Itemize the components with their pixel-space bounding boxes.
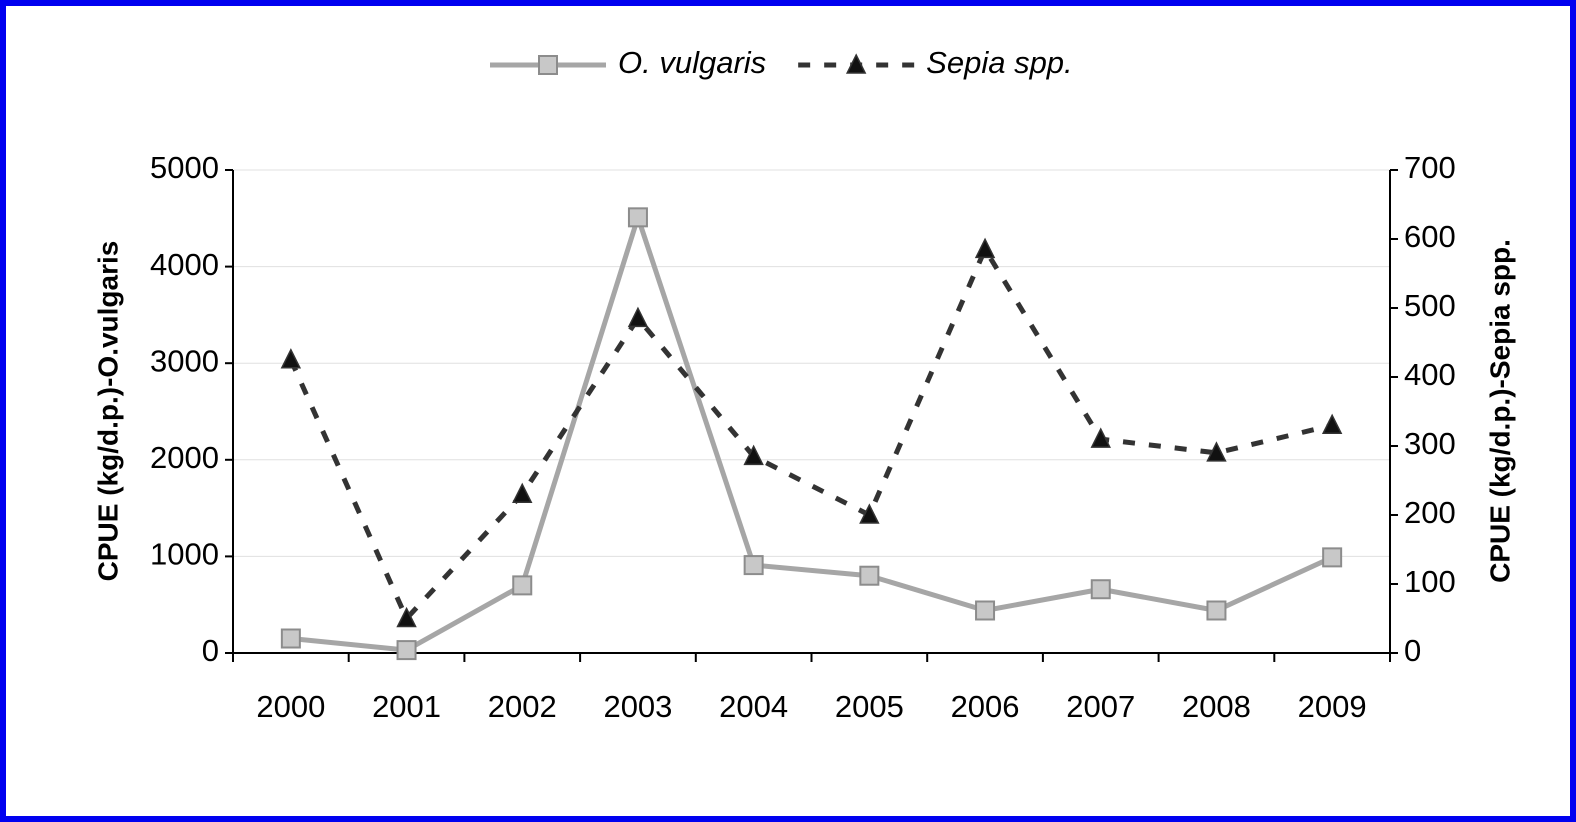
y-tick-label: 1000 — [150, 537, 219, 572]
y2-tick-label: 300 — [1404, 426, 1456, 461]
data-point — [1206, 600, 1227, 621]
data-point — [1206, 441, 1227, 462]
series-line — [290, 214, 1334, 653]
y2-tick-label: 700 — [1404, 150, 1456, 185]
data-point — [743, 444, 764, 466]
y2-tick-label: 0 — [1404, 633, 1421, 668]
data-point — [627, 306, 649, 328]
data-point — [1322, 547, 1343, 568]
legend-label: O. vulgaris — [618, 45, 766, 80]
data-point — [975, 600, 996, 621]
x-tick-label: 2007 — [1066, 689, 1135, 724]
y2-tick-label: 600 — [1404, 219, 1456, 254]
data-point — [627, 207, 648, 228]
x-tick-label: 2003 — [603, 689, 672, 724]
y2-tick-label: 200 — [1404, 495, 1456, 530]
legend-label: Sepia spp. — [926, 45, 1073, 80]
x-tick-label: 2008 — [1182, 689, 1251, 724]
y2-tick-label: 500 — [1404, 288, 1456, 323]
y-tick-label: 0 — [202, 633, 219, 668]
data-point — [859, 565, 880, 586]
data-point — [512, 575, 533, 596]
y-tick-label: 2000 — [150, 440, 219, 475]
data-point — [859, 503, 880, 524]
chart: CPUE (kg/d.p.)-O.vulgaris CPUE (kg/d.p.)… — [92, 45, 1515, 724]
y2-axis-title: CPUE (kg/d.p.)-Sepia spp. — [1484, 239, 1515, 583]
x-tick-label: 2004 — [719, 689, 788, 724]
legend-marker — [845, 53, 867, 74]
data-point — [1321, 413, 1343, 435]
x-tick-label: 2005 — [835, 689, 904, 724]
x-tick-label: 2006 — [951, 689, 1020, 724]
data-point — [280, 628, 301, 649]
data-point — [280, 348, 302, 369]
legend-marker — [538, 55, 558, 75]
data-point — [1090, 427, 1111, 448]
data-point — [396, 640, 417, 661]
series-line — [288, 246, 1333, 621]
y-tick-label: 4000 — [150, 247, 219, 282]
y-tick-label: 5000 — [150, 150, 219, 185]
data-point — [512, 482, 533, 504]
data-point — [974, 237, 996, 259]
x-tick-label: 2009 — [1298, 689, 1367, 724]
data-point — [396, 606, 417, 628]
x-tick-label: 2002 — [488, 689, 557, 724]
x-tick-label: 2001 — [372, 689, 441, 724]
data-point — [1090, 579, 1111, 600]
y-axis-title: CPUE (kg/d.p.)-O.vulgaris — [92, 241, 123, 582]
y2-tick-label: 100 — [1404, 564, 1456, 599]
y2-tick-label: 400 — [1404, 357, 1456, 392]
x-tick-label: 2000 — [256, 689, 325, 724]
y-tick-label: 3000 — [150, 343, 219, 378]
data-point — [743, 555, 764, 576]
